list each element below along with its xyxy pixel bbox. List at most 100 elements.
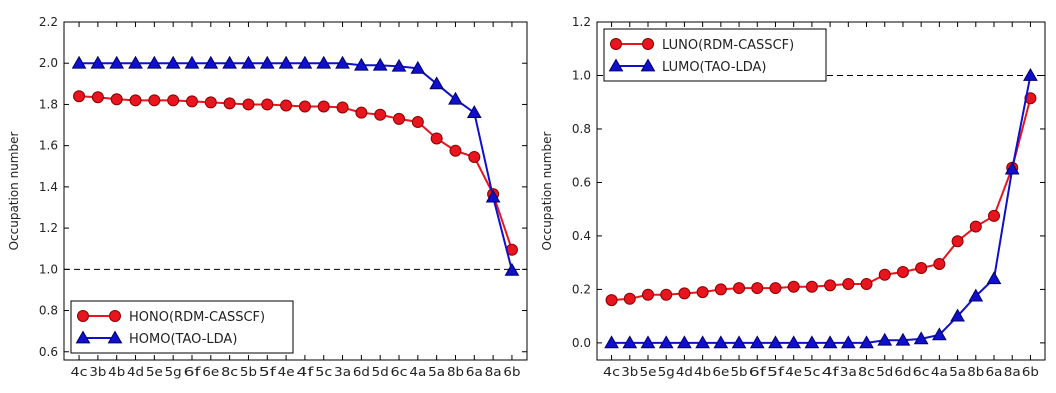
x-tick-label: 4d [676,365,693,379]
y-tick-label: 0.6 [39,345,58,359]
y-tick-label: 1.2 [572,15,591,29]
point [73,90,86,103]
x-tick-label: 5d [372,365,389,379]
x-tick-label: 5a [949,365,966,379]
point [75,330,91,344]
legend: LUNO(RDM-CASSCF) LUMO(TAO-LDA) [603,28,827,82]
x-tick-label: 5b [731,365,748,379]
point [696,286,709,299]
point [768,335,783,349]
point [804,335,820,349]
x-tick-label: 5d [876,365,893,379]
point [261,98,274,111]
legend: HONO(RDM-CASSCF) HOMO(TAO-LDA) [70,300,294,354]
point [605,294,618,307]
point [968,288,984,302]
y-tick-label: 0.8 [572,122,591,136]
point [695,335,710,349]
point [129,94,142,107]
point [915,262,928,275]
point [468,150,481,163]
x-tick-label: 6c [391,365,408,379]
point [109,55,125,69]
point [658,335,674,349]
legend-label: HOMO(TAO-LDA) [129,332,237,347]
point [449,144,462,157]
point [713,335,729,349]
x-tick-label: 4c [71,365,88,379]
point [969,220,982,233]
y-tick-label: 1.2 [39,221,58,235]
line [79,62,513,271]
point [374,108,387,121]
x-tick-label: 6f [749,365,767,379]
point [714,283,727,296]
y-tick-label: 0.4 [572,229,591,243]
point [297,55,313,69]
x-tick-label: 6b [503,365,520,379]
x-tick-label: 5g [165,365,182,379]
line [611,75,1032,344]
legend-label: HONO(RDM-CASSCF) [129,310,265,325]
point [241,55,256,69]
x-tick-label: 6c [913,365,930,379]
point [184,55,200,69]
point [749,335,765,349]
x-tick-label: 4b [694,365,711,379]
point [430,132,443,145]
point [842,278,855,291]
point [896,266,909,279]
point [678,287,691,300]
point [641,288,654,301]
x-tick-label: 4f [822,365,840,379]
x-tick-label: 8b [447,365,464,379]
point [933,258,946,271]
point [877,332,893,346]
x-tick-label: 5c [315,365,332,379]
point [988,209,1001,222]
y-tick-label: 1.0 [572,68,591,82]
point [913,331,929,345]
line [611,97,1032,302]
x-tick-label: 5b [240,365,257,379]
point [167,94,180,107]
x-tick-label: 6a [986,365,1003,379]
point [148,94,161,107]
point [316,55,332,69]
point [448,91,463,105]
x-tick-label: 4a [409,365,426,379]
x-tick-label: 4b [108,365,125,379]
x-tick-label: 4f [296,365,314,379]
y-tick-label: 2.0 [39,56,58,70]
point [278,55,294,69]
legend-label: LUNO(RDM-CASSCF) [662,38,794,53]
point [77,310,89,322]
x-tick-label: 4c [603,365,620,379]
y-tick-label: 1.4 [39,180,58,194]
point [604,335,619,349]
x-tick-label: 6e [202,365,219,379]
subplot: 0.60.81.01.21.41.61.82.02.24c 3b 4b 4d 5e 5g 6… [7,15,528,379]
y-tick-label: 0.6 [572,175,591,189]
point [769,282,782,295]
x-tick-label: 8c [858,365,875,379]
point [622,335,638,349]
point [733,282,746,295]
point [317,100,330,113]
point [466,105,482,119]
point [298,100,311,113]
x-tick-label: 3a [840,365,857,379]
point [787,280,800,293]
point [878,268,891,281]
x-tick-label: 3a [334,365,351,379]
y-axis-label: Occupation number [540,132,554,251]
x-tick-label: 6a [466,365,483,379]
point [860,278,873,291]
point [640,335,656,349]
x-tick-label: 5c [803,365,820,379]
point [90,55,106,69]
point [485,189,501,203]
point [623,292,636,305]
legend-label: LUMO(TAO-LDA) [662,60,767,75]
